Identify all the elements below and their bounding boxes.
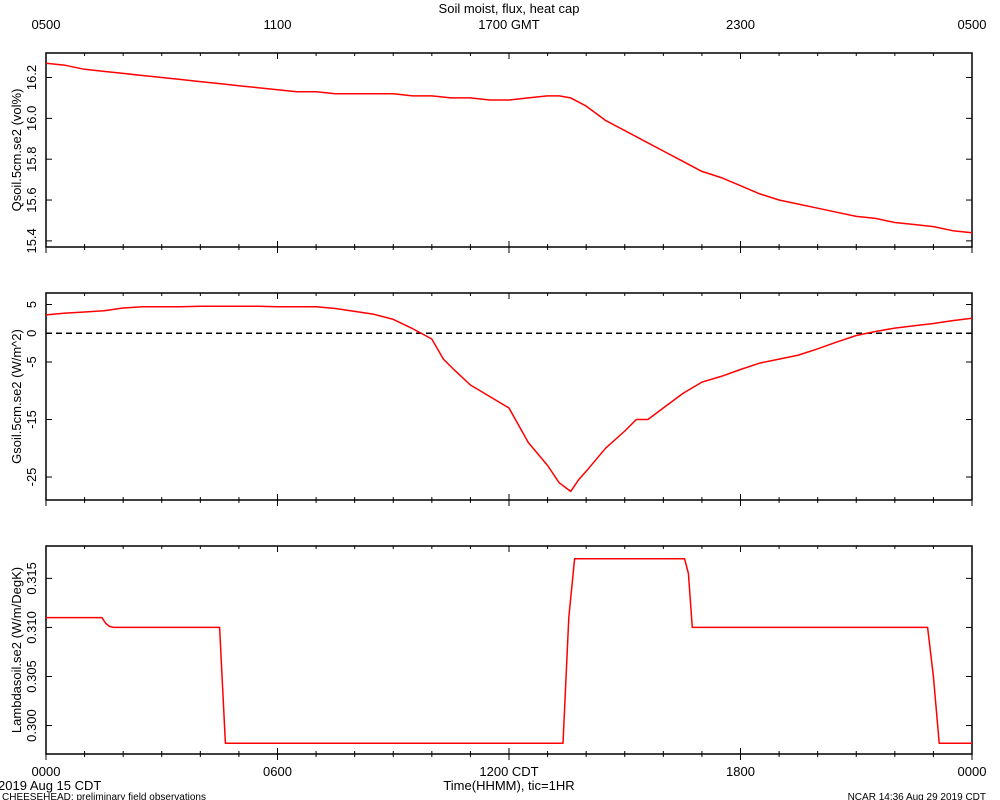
y-tick-label: 0.305: [24, 660, 39, 693]
bottom-tick-label: 1200 CDT: [479, 764, 538, 779]
panel-frame: [45, 292, 973, 501]
top-tick-label: 1700 GMT: [478, 17, 539, 32]
x-axis-label: Time(HHMM), tic=1HR: [443, 778, 574, 793]
bottom-tick-label: 1800: [726, 764, 755, 779]
chart-title: Soil moist, flux, heat cap: [439, 1, 580, 16]
y-tick-label: 15.6: [24, 187, 39, 212]
y-tick-label: 15.8: [24, 147, 39, 172]
panel-frame: [45, 545, 973, 755]
y-tick-label: 16.0: [24, 106, 39, 131]
top-tick-label: 0500: [32, 17, 61, 32]
y-tick-label: 0: [24, 330, 39, 337]
top-tick-label: 1100: [264, 17, 292, 32]
date-label: 2019 Aug 15 CDT: [0, 778, 101, 793]
series-line: [45, 305, 973, 493]
credit-label: NCAR 14:36 Aug 29 2019 CDT: [848, 792, 986, 800]
series-line: [46, 558, 972, 744]
bottom-tick-label: 0000: [958, 764, 987, 779]
y-axis-label: Qsoil.5cm.se2 (vol%): [9, 89, 24, 212]
bottom-tick-label: 0000: [32, 764, 61, 779]
top-time-axis: 0500 1100 1700 GMT 2300 0500: [32, 17, 987, 32]
y-tick-label: -25: [24, 468, 39, 487]
y-tick-label: 0.315: [24, 562, 39, 595]
bottom-time-axis: 0000 0600 1200 CDT 1800 0000: [32, 764, 987, 779]
y-tick-label: 15.4: [24, 228, 39, 253]
panel-frame: [45, 52, 973, 248]
bottom-tick-label: 0600: [263, 764, 292, 779]
series-line: [45, 62, 973, 234]
y-tick-label: -15: [24, 410, 39, 429]
y-tick-label: 16.2: [24, 65, 39, 90]
top-tick-label: 2300: [726, 17, 755, 32]
y-axis-label: Lambdasoil.se2 (W/m/DegK): [9, 567, 24, 733]
top-tick-label: 0500: [958, 17, 987, 32]
y-tick-label: 0.310: [24, 611, 39, 644]
y-tick-label: 5: [24, 301, 39, 308]
y-axis-label: Gsoil.5cm.se2 (W/m^2): [9, 329, 24, 464]
project-label: CHEESEHEAD: preliminary field observatio…: [2, 792, 206, 800]
y-tick-label: -5: [24, 356, 39, 368]
y-tick-label: 0.300: [24, 709, 39, 742]
